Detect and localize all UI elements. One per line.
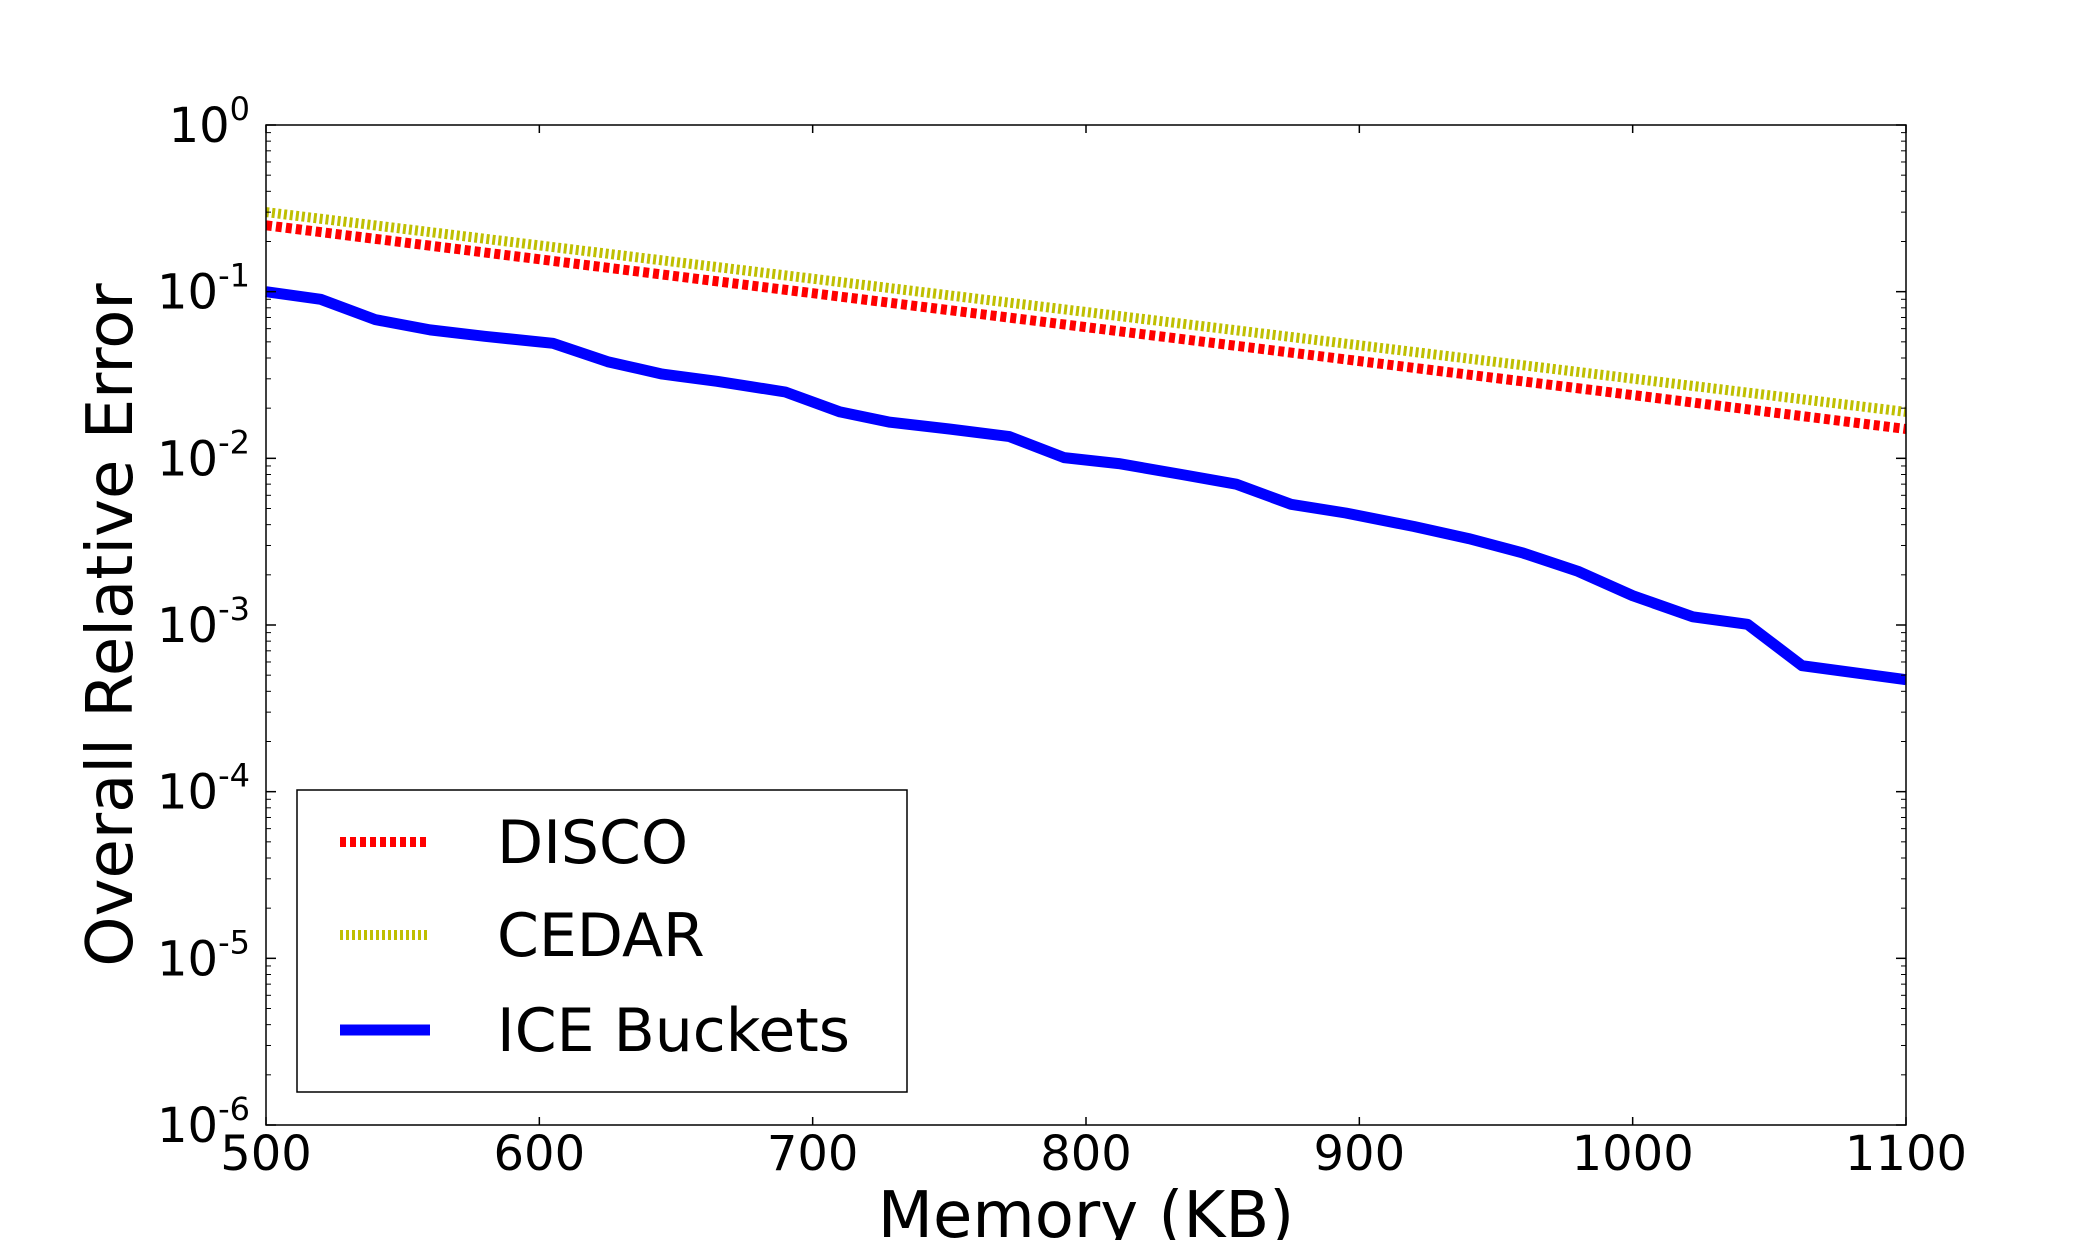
series-line-cedar xyxy=(265,207,1907,417)
y-tick-label: 10-4 xyxy=(157,757,250,821)
series-line-ice-buckets xyxy=(265,286,1907,686)
tick-labels-group: 500 600 700 800 900 1000 1100 100 10-1 10-2 10-3 10… xyxy=(157,90,1967,1182)
y-tick-label: 10-6 xyxy=(157,1090,250,1154)
y-axis-label: Overall Relative Error xyxy=(74,283,148,967)
legend-label: DISCO xyxy=(497,808,688,878)
legend-label: ICE Buckets xyxy=(497,996,850,1066)
legend-items: DISCO CEDAR ICE Buckets xyxy=(340,808,850,1066)
legend-label: CEDAR xyxy=(497,901,705,971)
y-tick-label: 10-1 xyxy=(157,257,250,321)
y-tick-label: 10-3 xyxy=(157,590,250,654)
y-tick-label: 10-5 xyxy=(157,923,250,987)
y-tick-label: 100 xyxy=(169,90,250,154)
legend-box xyxy=(296,789,908,1093)
axis-ticks-group xyxy=(265,124,1907,1126)
x-tick-label: 600 xyxy=(494,1126,586,1182)
x-tick-label: 1100 xyxy=(1845,1126,1967,1182)
x-tick-label: 500 xyxy=(220,1126,312,1182)
x-tick-label: 700 xyxy=(767,1126,859,1182)
y-tick-label: 10-2 xyxy=(157,423,250,487)
x-tick-label: 800 xyxy=(1040,1126,1132,1182)
series-line-disco xyxy=(265,220,1907,434)
x-tick-label: 900 xyxy=(1314,1126,1406,1182)
x-axis-label: Memory (KB) xyxy=(878,1179,1294,1240)
plot-series-group xyxy=(265,207,1907,686)
legend: DISCO CEDAR ICE Buckets xyxy=(296,789,908,1093)
x-tick-label: 1000 xyxy=(1572,1126,1694,1182)
